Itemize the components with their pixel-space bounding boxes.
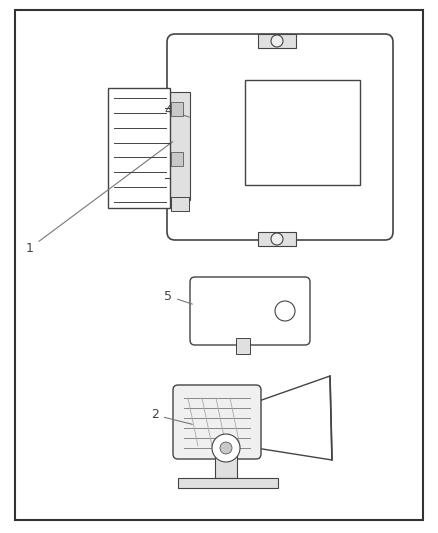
FancyBboxPatch shape — [173, 385, 261, 459]
FancyBboxPatch shape — [190, 277, 310, 345]
Bar — [258, 34, 296, 48]
Bar — [171, 197, 189, 211]
Bar — [258, 232, 296, 246]
Circle shape — [271, 233, 283, 245]
Bar — [245, 80, 360, 185]
Bar — [236, 338, 250, 354]
Polygon shape — [256, 376, 332, 460]
Circle shape — [212, 434, 240, 462]
Bar — [168, 92, 190, 200]
Text: 5: 5 — [164, 289, 192, 304]
Bar — [178, 478, 278, 488]
FancyBboxPatch shape — [167, 34, 393, 240]
Bar — [171, 152, 183, 166]
Bar — [171, 102, 183, 116]
Bar — [108, 88, 170, 208]
Text: 2: 2 — [151, 408, 192, 424]
Circle shape — [275, 301, 295, 321]
Text: 1: 1 — [26, 142, 173, 254]
Circle shape — [220, 442, 232, 454]
Circle shape — [271, 35, 283, 47]
Bar — [215, 448, 237, 478]
Text: 4: 4 — [164, 103, 189, 117]
